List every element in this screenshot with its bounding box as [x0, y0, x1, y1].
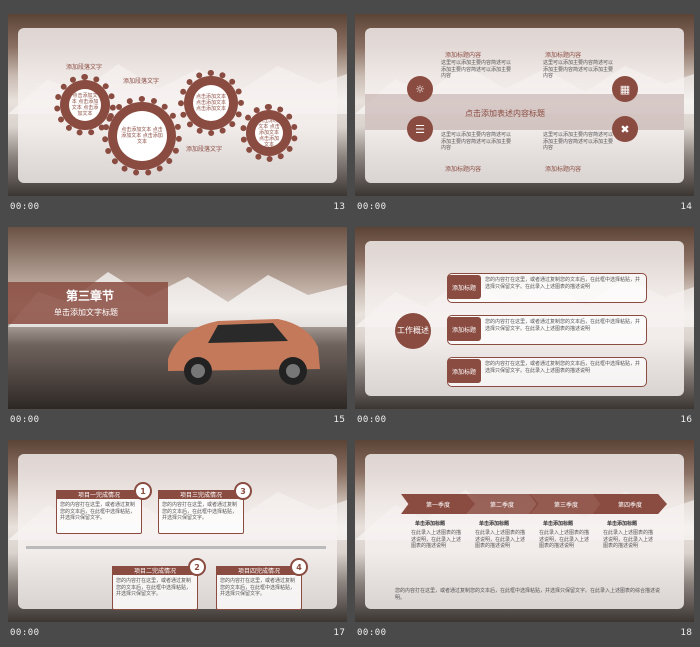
slide-footer: 00:00 18 [355, 626, 694, 642]
slide-17[interactable]: 项目一完成情况 项目三完成情况 项目二完成情况 项目四完成情况 您的内容打在这里… [8, 440, 347, 622]
center-circle: 工作概述 [395, 313, 431, 349]
chapter-title: 第三章节 [66, 289, 115, 303]
item-tag: 添加标题 [447, 359, 481, 383]
slide-number: 17 [333, 628, 345, 638]
car-image [168, 319, 320, 385]
section-title: 点击添加表述内容标题 [465, 109, 545, 118]
slide-footer: 00:00 13 [8, 200, 347, 216]
item-text: 您的内容打在这里，或者通过复制您的文本后，在此框中选择粘贴，并选择只保留文字。在… [485, 277, 641, 290]
step-number: 4 [290, 558, 308, 576]
slide-footer: 00:00 14 [355, 200, 694, 216]
gear-label: 添加段落文字 [186, 146, 223, 153]
gear-icon: 点击添加文本 点击添加文本 点击添加文本 [102, 96, 182, 176]
quarter-subtitle: 单击添加标题 [607, 521, 638, 527]
slide-number: 13 [333, 202, 345, 212]
item-title: 项目四完成情况 [216, 566, 302, 575]
item-text: 您的内容打在这里，或者通过复制您的文本后，在此框中选择粘贴，并选择只保留文字。 [162, 502, 238, 521]
slide-16[interactable]: 工作概述 添加标题 添加标题 添加标题 您的内容打在这里，或者通过复制您的文本后… [355, 227, 694, 409]
quarter-subtitle: 单击添加标题 [479, 521, 510, 527]
summary-text: 您的内容打在这里，或者通过复制您的文本后，在此框中选择粘贴，并选择只保留文字。在… [395, 588, 661, 601]
quarter-arrow: 第二季度 [465, 494, 539, 514]
item-text: 您的内容打在这里，或者通过复制您的文本后，在此框中选择粘贴，并选择只保留文字。 [116, 578, 192, 597]
quarter-arrow: 第四季度 [593, 494, 667, 514]
slide-footer: 00:00 17 [8, 626, 347, 642]
content-panel [365, 28, 684, 183]
tools-icon: ✖ [612, 116, 638, 142]
slide-time: 00:00 [10, 202, 40, 212]
item-text: 这里可以添加主要内容简述可以添加主要内容简述可以添加主要内容 [543, 60, 614, 79]
gear-label: 添加段落文字 [123, 78, 160, 85]
slide-time: 00:00 [10, 415, 40, 425]
slide-footer: 00:00 16 [355, 413, 694, 429]
slide-time: 00:00 [10, 628, 40, 638]
gear-icon: 点击添加文本 点击添加文本 点击添加文本 [240, 104, 298, 162]
item-text: 这里可以添加主要内容简述可以添加主要内容简述可以添加主要内容 [441, 132, 512, 151]
item-text: 这里可以添加主要内容简述可以添加主要内容简述可以添加主要内容 [441, 60, 512, 79]
quarter-text: 在此录入上述图表的描述说明，在此录入上述图表的描述说明 [603, 530, 654, 549]
item-title: 添加标题内容 [445, 52, 482, 59]
slide-time: 00:00 [357, 202, 387, 212]
item-text: 这里可以添加主要内容简述可以添加主要内容简述可以添加主要内容 [543, 132, 614, 151]
slide-number: 14 [680, 202, 692, 212]
step-number: 2 [188, 558, 206, 576]
item-title: 添加标题内容 [545, 166, 582, 173]
slide-footer: 00:00 15 [8, 413, 347, 429]
item-tag: 添加标题 [447, 317, 481, 341]
item-title: 添加标题内容 [545, 52, 582, 59]
slide-number: 18 [680, 628, 692, 638]
slide-time: 00:00 [357, 628, 387, 638]
slide-14[interactable]: 点击添加表述内容标题 ☼ ☰ ▦ ✖ 添加标题内容 添加标题内容 添加标题内容 … [355, 14, 694, 196]
item-tag: 添加标题 [447, 275, 481, 299]
item-text: 您的内容打在这里，或者通过复制您的文本后，在此框中选择粘贴，并选择只保留文字。在… [485, 319, 641, 332]
step-number: 1 [134, 482, 152, 500]
item-text: 您的内容打在这里，或者通过复制您的文本后，在此框中选择粘贴，并选择只保留文字。 [220, 578, 296, 597]
item-title: 项目一完成情况 [56, 490, 142, 499]
slide-13[interactable]: 点击添加文本 点击添加文本 点击添加文本 点击添加文本 点击添加文本 点击添加文… [8, 14, 347, 196]
content-panel [365, 454, 684, 609]
gear-label: 添加段落文字 [66, 64, 103, 71]
item-title: 项目二完成情况 [112, 566, 198, 575]
item-text: 您的内容打在这里，或者通过复制您的文本后，在此框中选择粘贴，并选择只保留文字。在… [485, 361, 641, 374]
gear-icon: 点击添加文本 点击添加文本 点击添加文本 [178, 70, 244, 136]
chapter-band [8, 282, 168, 324]
item-title: 添加标题内容 [445, 166, 482, 173]
slide-18[interactable]: 第一季度 第二季度 第三季度 第四季度 单击添加标题 单击添加标题 单击添加标题… [355, 440, 694, 622]
gear-icon: 点击添加文本 点击添加文本 点击添加文本 [54, 74, 116, 136]
chapter-subtitle: 单击添加文字标题 [54, 308, 118, 317]
quarter-arrow: 第一季度 [401, 494, 475, 514]
quarter-subtitle: 单击添加标题 [415, 521, 446, 527]
quarter-text: 在此录入上述图表的描述说明，在此录入上述图表的描述说明 [411, 530, 462, 549]
quarter-arrow: 第三季度 [529, 494, 603, 514]
item-title: 项目三完成情况 [158, 490, 244, 499]
chart-icon: ▦ [612, 76, 638, 102]
lightbulb-icon: ☼ [407, 76, 433, 102]
quarter-subtitle: 单击添加标题 [543, 521, 574, 527]
clipboard-icon: ☰ [407, 116, 433, 142]
slide-number: 15 [333, 415, 345, 425]
slide-number: 16 [680, 415, 692, 425]
slide-15[interactable]: 第三章节 单击添加文字标题 [8, 227, 347, 409]
quarter-text: 在此录入上述图表的描述说明，在此录入上述图表的描述说明 [539, 530, 590, 549]
slide-time: 00:00 [357, 415, 387, 425]
timeline [26, 546, 326, 549]
quarter-text: 在此录入上述图表的描述说明，在此录入上述图表的描述说明 [475, 530, 526, 549]
item-text: 您的内容打在这里，或者通过复制您的文本后，在此框中选择粘贴，并选择只保留文字。 [60, 502, 136, 521]
step-number: 3 [234, 482, 252, 500]
